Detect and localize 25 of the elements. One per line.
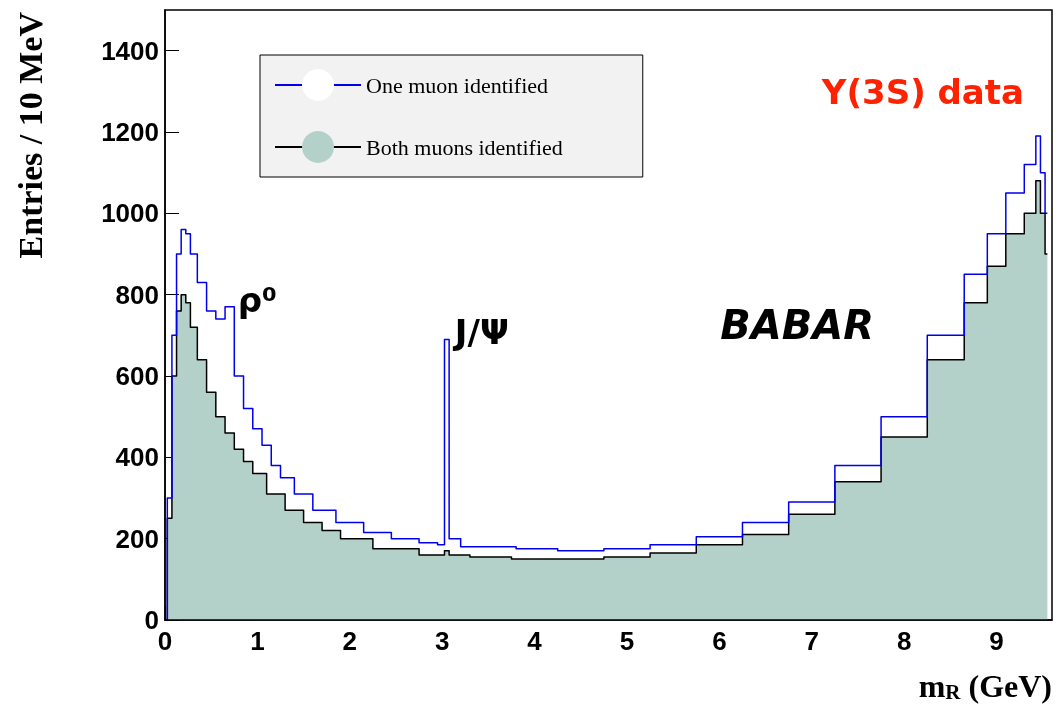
annotation: ρ⁰	[237, 279, 277, 320]
y-tick-label: 800	[115, 279, 159, 310]
y-axis-title: Entries / 10 MeV	[11, 11, 49, 259]
y-tick-label: 600	[115, 361, 159, 391]
x-tick-label: 3	[434, 626, 450, 656]
x-tick-label: 6	[712, 626, 727, 656]
y-tick-label: 1400	[101, 35, 159, 66]
x-axis-title: mR (GeV)	[918, 668, 1052, 704]
annotation: Υ(3S) data	[820, 72, 1025, 112]
y-tick-label: 1000	[101, 198, 159, 229]
y-tick-label: 400	[115, 442, 159, 473]
x-tick-label: 7	[804, 626, 820, 656]
y-tick-label: 200	[115, 523, 159, 554]
y-tick-label: 0	[144, 605, 159, 635]
legend-label: Both muons identified	[366, 134, 563, 160]
x-tick-label: 8	[896, 626, 912, 656]
x-tick-label: 1	[250, 626, 265, 656]
x-tick-label: 4	[527, 626, 543, 656]
y-tick-label: 1200	[101, 117, 159, 147]
x-tick-label: 2	[342, 626, 358, 656]
legend-label: One muon identified	[366, 72, 549, 98]
x-tick-label: 5	[619, 626, 635, 656]
x-tick-label: 9	[989, 626, 1004, 656]
annotation: J/Ψ	[452, 312, 509, 353]
annotation: BABAR	[720, 302, 875, 348]
